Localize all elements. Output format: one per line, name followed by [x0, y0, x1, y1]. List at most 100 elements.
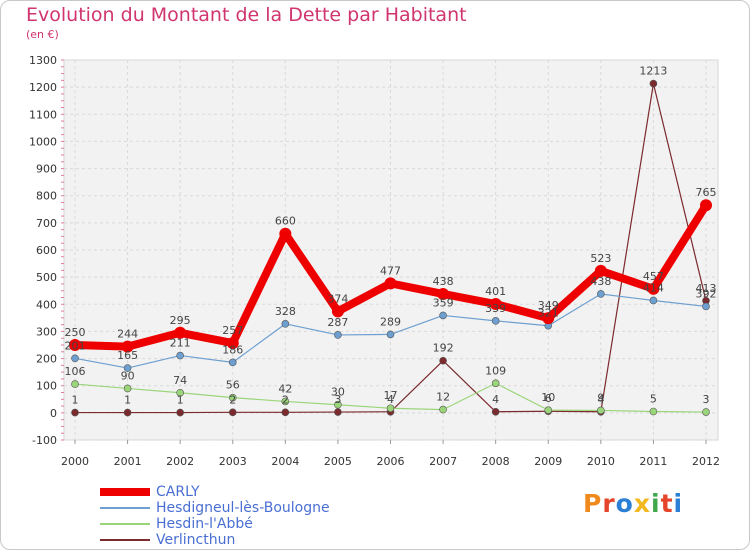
logo-letter: i [673, 489, 684, 518]
data-label-carly: 349 [538, 299, 559, 312]
data-point-verlincthun [491, 407, 500, 416]
data-label-carly: 438 [433, 275, 454, 288]
data-label-carly: 244 [117, 328, 138, 341]
data-point-hesdin [386, 404, 395, 413]
y-tick-label: 0 [50, 407, 57, 420]
data-label-hesdin: 5 [650, 393, 657, 406]
data-label-hesdin: 17 [384, 389, 398, 402]
data-point-verlincthun [281, 408, 290, 417]
data-label-verlincthun: 4 [387, 393, 394, 406]
data-point-hesdigneul [386, 330, 395, 339]
data-point-hesdigneul [228, 358, 237, 367]
data-label-hesdin: 30 [331, 386, 345, 399]
x-tick-label: 2004 [271, 455, 299, 468]
data-label-hesdigneul: 321 [538, 307, 559, 320]
data-point-hesdigneul [281, 320, 290, 328]
data-point-hesdin [334, 400, 342, 409]
data-point-hesdigneul [439, 311, 447, 320]
y-tick-label: 600 [36, 244, 57, 257]
data-label-carly: 295 [170, 314, 191, 327]
y-tick-label: 500 [36, 271, 57, 284]
y-tick-label: 100 [36, 380, 57, 393]
data-label-verlincthun: 1 [177, 394, 184, 407]
logo-letter: P [583, 489, 603, 518]
data-label-hesdigneul: 201 [65, 339, 86, 352]
data-label-hesdigneul: 359 [433, 296, 454, 309]
data-point-carly [489, 298, 502, 311]
x-tick-label: 2008 [482, 455, 510, 468]
data-label-verlincthun: 3 [334, 393, 341, 406]
legend-swatch [100, 507, 150, 509]
data-label-hesdigneul: 339 [485, 302, 506, 315]
data-label-carly: 374 [327, 292, 348, 305]
data-point-hesdin [439, 405, 447, 414]
data-point-hesdin [491, 379, 500, 388]
data-point-carly [437, 287, 450, 300]
data-label-verlincthun: 4 [492, 393, 499, 406]
data-point-hesdin [71, 380, 79, 388]
data-point-hesdin [702, 408, 710, 416]
data-label-carly: 660 [275, 215, 296, 228]
data-point-hesdin [544, 406, 553, 414]
data-label-hesdin: 12 [436, 391, 450, 404]
series-layer [69, 79, 712, 417]
data-label-hesdin: 10 [541, 391, 555, 404]
y-tick-label: 300 [36, 325, 57, 338]
x-tick-label: 2003 [219, 455, 247, 468]
data-label-hesdin: 3 [703, 393, 710, 406]
data-label-verlincthun: 413 [696, 282, 717, 295]
logo-letter: t [660, 489, 674, 518]
data-label-hesdin: 90 [121, 369, 135, 382]
data-label-hesdin: 74 [173, 374, 187, 387]
logo-letter: x [633, 489, 651, 518]
y-tick-label: 1200 [29, 81, 57, 94]
x-tick-label: 2007 [429, 455, 457, 468]
data-label-hesdin: 109 [485, 364, 506, 377]
x-tick-label: 2000 [61, 455, 89, 468]
data-label-verlincthun: 1 [124, 394, 131, 407]
data-point-carly [594, 264, 607, 277]
chart-subtitle: (en €) [26, 28, 59, 41]
data-point-verlincthun [439, 356, 447, 365]
chart-title: Evolution du Montant de la Dette par Hab… [26, 4, 467, 26]
logo-letter: o [615, 489, 634, 518]
data-point-carly [384, 277, 397, 290]
logo-letter: i [651, 489, 661, 518]
data-label-hesdigneul: 414 [643, 281, 664, 294]
data-point-hesdin [597, 406, 605, 415]
x-tick-label: 2005 [324, 455, 352, 468]
data-point-hesdin [281, 397, 290, 406]
data-label-hesdigneul: 287 [327, 316, 348, 329]
data-label-hesdin: 9 [597, 391, 604, 404]
data-label-carly: 477 [380, 264, 401, 277]
data-point-hesdigneul [123, 364, 132, 372]
y-tick-label: 1300 [29, 54, 57, 67]
data-label-layer: 250 2442952576603744774384013495234577652… [65, 65, 717, 407]
data-label-hesdigneul: 186 [222, 343, 243, 356]
data-label-carly: 250 [65, 326, 86, 339]
data-label-hesdigneul: 211 [170, 337, 191, 350]
legend-label: Verlincthun [156, 532, 236, 548]
y-tick-label: -100 [32, 434, 57, 447]
data-point-verlincthun [71, 408, 79, 417]
data-point-hesdin [228, 393, 237, 402]
data-point-hesdigneul [491, 317, 500, 325]
proxiti-logo: Proxiti [583, 489, 683, 518]
y-tick-label: 800 [36, 190, 57, 203]
y-tick-label: 1100 [29, 108, 57, 121]
data-point-hesdin [649, 407, 658, 416]
legend-label: CARLY [156, 484, 200, 500]
legend-swatch [100, 488, 150, 496]
data-label-hesdigneul: 392 [696, 287, 717, 300]
y-tick-label: 200 [36, 353, 57, 366]
data-point-hesdigneul [334, 331, 342, 339]
data-label-hesdigneul: 289 [380, 315, 401, 328]
data-label-carly: 523 [590, 252, 611, 265]
x-tick-label: 2001 [114, 455, 142, 468]
data-point-carly [279, 227, 292, 240]
legend-swatch [100, 539, 150, 541]
data-label-hesdigneul: 165 [117, 349, 138, 362]
data-label-carly: 257 [222, 324, 243, 337]
data-label-verlincthun: 2 [282, 393, 289, 406]
